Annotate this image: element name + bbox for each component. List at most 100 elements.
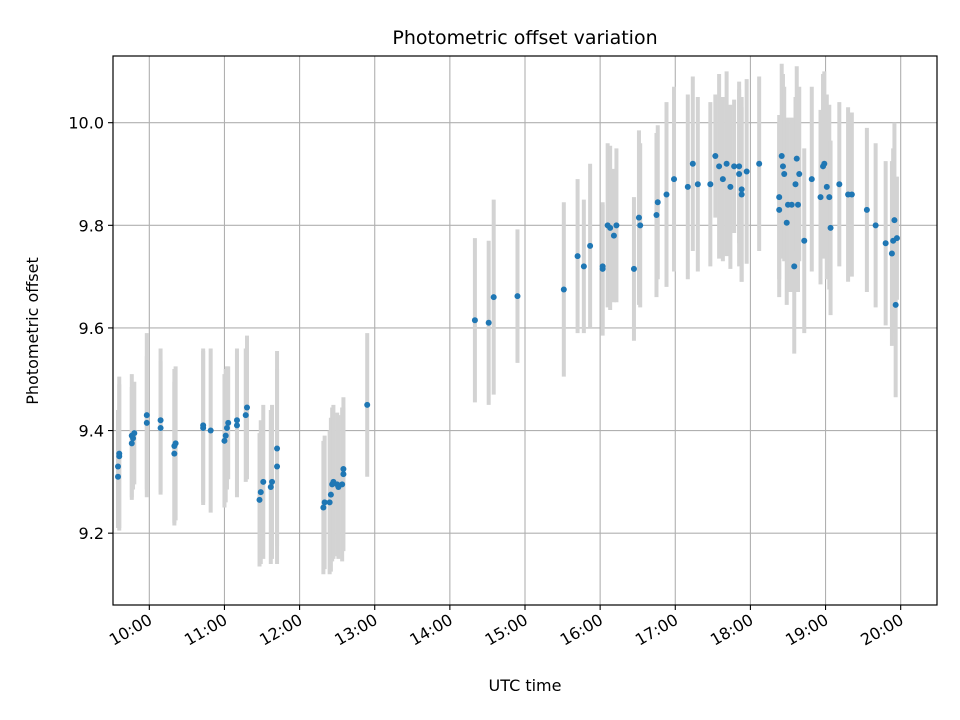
data-point (327, 491, 334, 498)
data-point (663, 191, 670, 198)
data-point (848, 191, 855, 198)
data-point (274, 445, 281, 452)
data-point (340, 471, 347, 478)
data-point (233, 422, 240, 429)
data-point (891, 217, 898, 224)
data-point (560, 286, 567, 293)
data-point (157, 417, 164, 424)
data-point (738, 191, 745, 198)
data-point (794, 201, 801, 208)
data-point (269, 478, 276, 485)
data-point (580, 263, 587, 270)
data-point (485, 319, 492, 326)
data-point (635, 214, 642, 221)
data-point (723, 160, 730, 167)
data-point (242, 412, 249, 419)
data-point (731, 163, 738, 170)
data-point (892, 301, 899, 308)
data-point (172, 440, 179, 447)
data-point (320, 504, 327, 511)
x-axis-label: UTC time (489, 676, 562, 695)
data-point (143, 412, 150, 419)
data-point (257, 489, 264, 496)
data-point (256, 496, 263, 503)
data-point (783, 219, 790, 226)
data-point (225, 419, 232, 426)
data-point (707, 181, 714, 188)
data-point (808, 176, 815, 183)
data-point (221, 437, 228, 444)
data-point (738, 186, 745, 193)
data-point (756, 160, 763, 167)
y-tick-label: 9.8 (79, 216, 104, 235)
data-point (599, 263, 606, 270)
data-point (719, 176, 726, 183)
data-point (243, 404, 250, 411)
data-point (712, 153, 719, 160)
data-point (727, 183, 734, 190)
data-point (793, 155, 800, 162)
data-point (115, 463, 122, 470)
data-point (788, 201, 795, 208)
data-point (776, 194, 783, 201)
data-point (888, 250, 895, 257)
y-axis: 9.2 9.4 9.6 9.8 10.0 (68, 114, 113, 543)
y-tick-label: 10.0 (68, 114, 104, 133)
data-point (233, 417, 240, 424)
data-point (630, 265, 637, 272)
data-point (267, 483, 274, 490)
data-point (796, 171, 803, 178)
data-points (115, 153, 900, 511)
y-axis-label: Photometric offset (23, 257, 42, 405)
y-tick-label: 9.6 (79, 319, 104, 338)
data-point (607, 224, 614, 231)
data-point (778, 153, 785, 160)
data-point (823, 183, 830, 190)
data-point (689, 160, 696, 167)
data-point (791, 263, 798, 270)
data-point (863, 206, 870, 213)
data-point (131, 430, 138, 437)
data-point (143, 419, 150, 426)
data-point (116, 450, 123, 457)
data-point (872, 222, 879, 229)
y-tick-label: 9.4 (79, 422, 104, 441)
data-point (321, 499, 328, 506)
data-point (364, 401, 371, 408)
data-point (339, 481, 346, 488)
y-tick-label: 9.2 (79, 524, 104, 543)
data-point (653, 212, 660, 219)
data-point (613, 222, 620, 229)
data-point (684, 183, 691, 190)
data-point (340, 466, 347, 473)
data-point (776, 206, 783, 213)
data-point (223, 424, 230, 431)
data-point (207, 427, 214, 434)
data-point (821, 160, 828, 167)
data-point (716, 163, 723, 170)
data-point (471, 317, 478, 324)
data-point (128, 440, 135, 447)
data-point (792, 181, 799, 188)
data-point (130, 435, 137, 442)
data-point (736, 171, 743, 178)
data-point (882, 240, 889, 247)
data-point (893, 235, 900, 242)
data-point (574, 253, 581, 260)
data-point (827, 224, 834, 231)
data-point (671, 176, 678, 183)
data-point (222, 432, 229, 439)
data-point (743, 168, 750, 175)
data-point (326, 499, 333, 506)
data-point (654, 199, 661, 206)
data-point (736, 163, 743, 170)
data-point (694, 181, 701, 188)
data-point (200, 422, 207, 429)
chart-title: Photometric offset variation (392, 27, 657, 49)
data-point (171, 450, 178, 457)
data-point (817, 194, 824, 201)
data-point (801, 237, 808, 244)
data-point (587, 242, 594, 249)
data-point (115, 473, 122, 480)
